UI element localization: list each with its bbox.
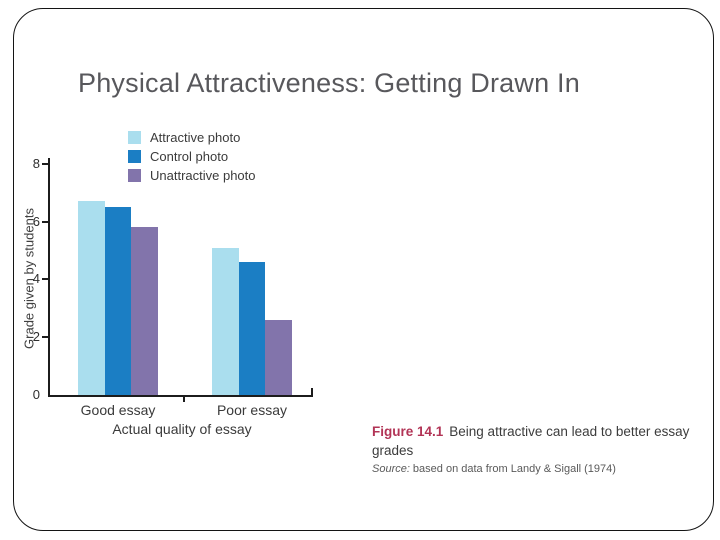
figure-caption: Figure 14.1 Being attractive can lead to … bbox=[372, 422, 717, 478]
x-axis-line bbox=[48, 395, 313, 397]
slide-border-frame bbox=[13, 8, 714, 531]
legend-swatch-control bbox=[128, 150, 141, 163]
legend-swatch-attractive bbox=[128, 131, 141, 144]
category-label-good-essay: Good essay bbox=[80, 402, 156, 418]
figure-number-label: Figure 14.1 bbox=[372, 424, 444, 439]
x-axis-end-tick bbox=[311, 388, 313, 395]
y-tick-2 bbox=[42, 336, 48, 339]
y-tick-label-0: 0 bbox=[32, 387, 40, 402]
y-tick-label-4: 4 bbox=[32, 271, 40, 287]
bar-good-essay-control-photo bbox=[104, 207, 131, 395]
x-axis-mid-tick bbox=[183, 397, 185, 402]
bar-good-essay-attractive-photo bbox=[78, 201, 105, 395]
y-tick-8 bbox=[42, 162, 48, 165]
bar-poor-essay-unattractive-photo bbox=[265, 319, 292, 395]
legend-item-unattractive: Unattractive photo bbox=[128, 169, 256, 182]
slide-title: Physical Attractiveness: Getting Drawn I… bbox=[78, 68, 580, 98]
legend-label: Unattractive photo bbox=[150, 168, 256, 183]
legend-label: Attractive photo bbox=[150, 130, 241, 145]
bar-poor-essay-attractive-photo bbox=[212, 247, 239, 395]
y-tick-label-6: 6 bbox=[32, 213, 40, 229]
bar-good-essay-unattractive-photo bbox=[131, 227, 158, 395]
source-text: based on data from Landy & Sigall (1974) bbox=[412, 463, 616, 476]
x-axis-title: Actual quality of essay bbox=[112, 421, 252, 437]
legend-swatch-unattractive bbox=[128, 169, 141, 182]
source-line: Source: based on data from Landy & Sigall… bbox=[372, 462, 717, 478]
y-axis-line bbox=[48, 158, 50, 397]
y-tick-6 bbox=[42, 220, 48, 223]
bar-poor-essay-control-photo bbox=[238, 262, 265, 395]
legend-item-control: Control photo bbox=[128, 150, 256, 163]
source-prefix: Source: bbox=[372, 463, 410, 476]
y-tick-4 bbox=[42, 278, 48, 281]
chart-legend: Attractive photo Control photo Unattract… bbox=[128, 131, 256, 182]
y-tick-label-2: 2 bbox=[32, 329, 40, 345]
y-tick-label-8: 8 bbox=[32, 155, 40, 171]
legend-item-attractive: Attractive photo bbox=[128, 131, 256, 144]
figure-caption-text: Being attractive can lead to better essa… bbox=[372, 424, 690, 459]
category-label-poor-essay: Poor essay bbox=[216, 402, 288, 418]
legend-label: Control photo bbox=[150, 149, 229, 164]
